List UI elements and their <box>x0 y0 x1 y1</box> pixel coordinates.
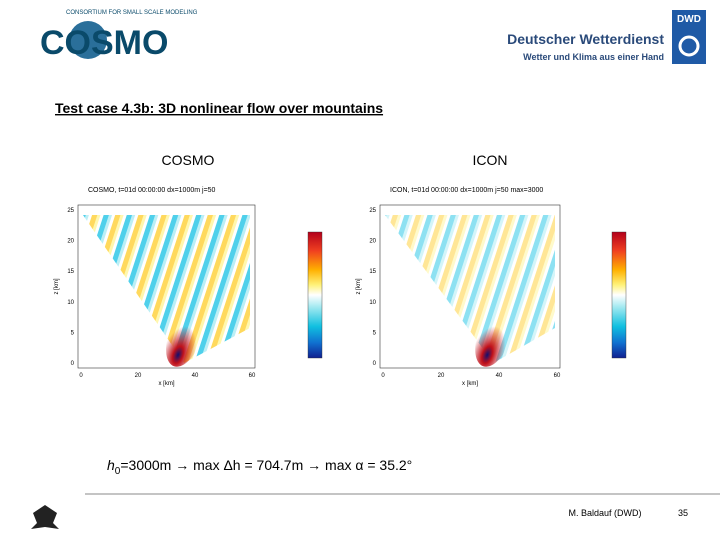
y-tick-label: 20 <box>67 239 74 245</box>
formula-sub: 0 <box>115 466 121 477</box>
y-axis-label: z [km] <box>54 278 60 294</box>
page-number: 35 <box>678 508 688 518</box>
dwd-badge: DWD <box>677 14 701 25</box>
x-axis-label: x [km] <box>159 381 175 387</box>
y-tick-label: 20 <box>369 239 376 245</box>
logo-globe <box>69 21 107 59</box>
formula: h0=3000m → max Δh = 704.7m → max α = 35.… <box>107 457 412 477</box>
eagle-emblem <box>31 505 59 535</box>
wave-field <box>83 215 250 363</box>
x-tick-label: 20 <box>438 373 445 379</box>
x-axis-label: x [km] <box>462 381 478 387</box>
formula-rest: =3000m → max Δh = 704.7m → max α = 35.2° <box>120 457 412 473</box>
wave-core <box>475 309 512 367</box>
y-tick-label: 25 <box>67 208 74 214</box>
panel-label: ICON <box>473 152 508 168</box>
dwd-name: Deutscher Wetterdienst <box>507 31 664 47</box>
plot-title: ICON, t=01d 00:00:00 dx=1000m j=50 max=3… <box>390 187 543 194</box>
colorbar <box>611 231 627 359</box>
y-axis-label: z [km] <box>356 278 362 294</box>
dwd-slogan: Wetter und Klima aus einer Hand <box>523 52 664 62</box>
formula-h: h <box>107 457 115 473</box>
slide-title: Test case 4.3b: 3D nonlinear flow over m… <box>55 100 383 116</box>
y-tick-label: 10 <box>67 300 74 306</box>
y-tick-label: 25 <box>369 208 376 214</box>
colorbar <box>307 231 323 359</box>
x-tick-label: 0 <box>79 373 83 379</box>
y-tick-label: 5 <box>71 330 75 336</box>
y-tick-label: 15 <box>369 269 376 275</box>
y-tick-label: 10 <box>369 300 376 306</box>
wave-field <box>385 215 555 363</box>
y-tick-label: 0 <box>373 361 377 367</box>
x-tick-label: 60 <box>554 373 561 379</box>
wave-core <box>165 309 203 367</box>
y-tick-label: 5 <box>373 330 377 336</box>
plots: COSMO, t=01d 00:00:00 dx=1000m j=50 25 20 1… <box>54 187 627 387</box>
y-tick-label: 0 <box>71 361 75 367</box>
x-tick-label: 60 <box>249 373 256 379</box>
x-tick-label: 40 <box>192 373 199 379</box>
x-tick-label: 40 <box>496 373 503 379</box>
footer-author: M. Baldauf (DWD) <box>568 508 641 518</box>
plot-title: COSMO, t=01d 00:00:00 dx=1000m j=50 <box>88 187 216 194</box>
y-tick-label: 15 <box>67 269 74 275</box>
panel-label: COSMO <box>162 152 215 168</box>
x-tick-label: 0 <box>381 373 385 379</box>
logo-subtitle: CONSORTIUM FOR SMALL SCALE MODELING <box>66 10 198 16</box>
logo-text: COSMO <box>40 24 168 62</box>
x-tick-label: 20 <box>135 373 142 379</box>
dwd-swirl <box>678 35 700 57</box>
